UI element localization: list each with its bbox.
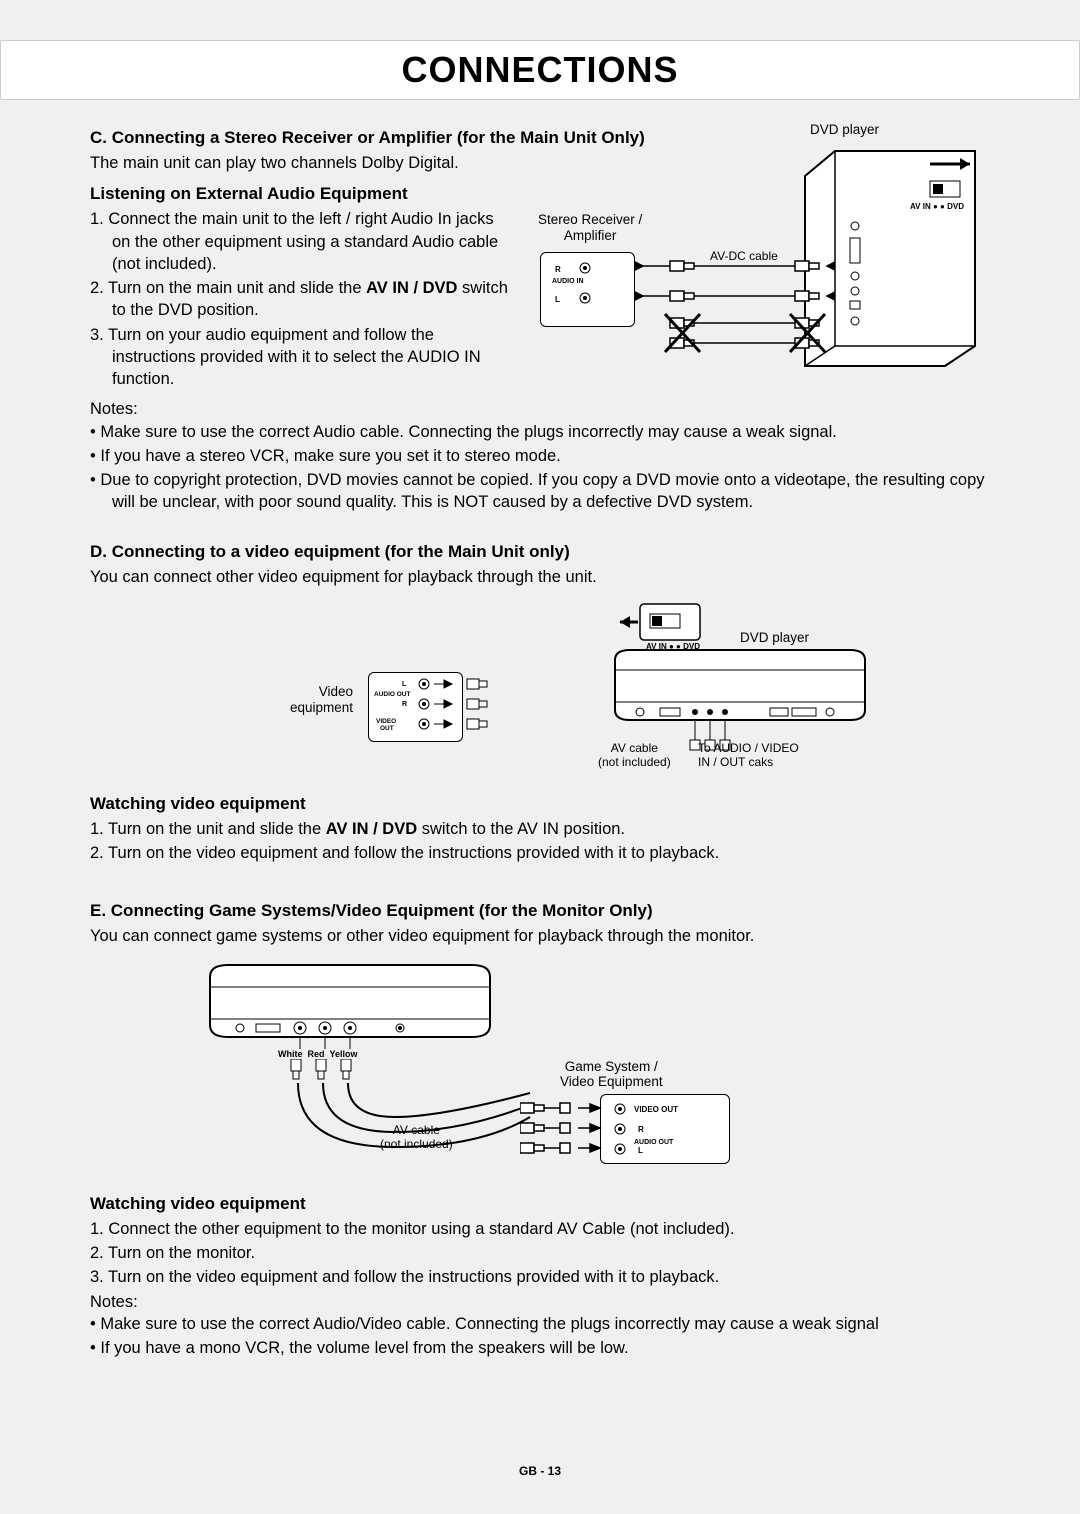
page-footer: GB - 13 — [0, 1464, 1080, 1478]
watch-head-d: Watching video equipment — [90, 794, 990, 814]
section-e-heading: E. Connecting Game Systems/Video Equipme… — [90, 901, 990, 921]
stereo-ports-icon: R L — [550, 260, 610, 320]
watch-head-e: Watching video equipment — [90, 1194, 990, 1214]
svg-text:R: R — [402, 701, 407, 708]
dvd-player-label: DVD player — [810, 122, 879, 138]
step: 1. Connect the other equipment to the mo… — [90, 1218, 990, 1240]
step: 2. Turn on the main unit and slide the A… — [90, 277, 510, 322]
av-switch-d: AV IN ● ● DVD — [646, 642, 700, 651]
note: Make sure to use the correct Audio cable… — [90, 421, 990, 443]
svg-text:L: L — [402, 681, 407, 688]
section-e-notes: Make sure to use the correct Audio/Video… — [90, 1313, 990, 1360]
page-title: CONNECTIONS — [1, 49, 1079, 91]
step: 1. Connect the main unit to the left / r… — [90, 208, 510, 275]
svg-text:R: R — [638, 1125, 644, 1134]
d-plugs — [462, 676, 522, 742]
section-d-heading: D. Connecting to a video equipment (for … — [90, 542, 990, 562]
section-d-steps: 1. Turn on the unit and slide the AV IN … — [90, 818, 990, 865]
bold-avin-d: AV IN / DVD — [326, 820, 417, 838]
notes-label-e: Notes: — [90, 1291, 990, 1313]
svg-text:R: R — [555, 265, 561, 274]
notes-label: Notes: — [90, 398, 990, 420]
step: 3. Turn on your audio equipment and foll… — [90, 324, 510, 391]
svg-text:OUT: OUT — [380, 725, 394, 732]
section-e-diagram: White Red Yellow AV cable (not included)… — [90, 959, 990, 1184]
svg-text:AUDIO OUT: AUDIO OUT — [634, 1139, 674, 1146]
dvd-top-icon — [610, 600, 870, 760]
step: 1. Turn on the unit and slide the AV IN … — [90, 818, 990, 840]
step: 2. Turn on the video equipment and follo… — [90, 842, 990, 864]
section-c-notes: Make sure to use the correct Audio cable… — [90, 421, 990, 514]
svg-text:VIDEO OUT: VIDEO OUT — [634, 1105, 678, 1114]
section-e: E. Connecting Game Systems/Video Equipme… — [90, 901, 990, 1360]
section-e-intro: You can connect game systems or other vi… — [90, 925, 990, 947]
note: If you have a mono VCR, the volume level… — [90, 1337, 990, 1359]
section-c-diagram: DVD player AV IN ● ● DVD Stereo Receiver… — [510, 122, 1000, 382]
bold-avin: AV IN / DVD — [366, 279, 457, 297]
game-plugs — [520, 1099, 610, 1161]
section-c-steps: 1. Connect the main unit to the left / r… — [90, 208, 510, 390]
section-c: C. Connecting a Stereo Receiver or Ampli… — [90, 128, 990, 514]
video-eq-ports: L AUDIO OUT R VIDEO OUT — [374, 676, 459, 738]
svg-text:AUDIO OUT: AUDIO OUT — [374, 691, 411, 698]
note: Make sure to use the correct Audio/Video… — [90, 1313, 990, 1335]
step: 2. Turn on the monitor. — [90, 1242, 990, 1264]
step: 3. Turn on the video equipment and follo… — [90, 1266, 990, 1288]
section-d-diagram: DVD player AV IN ● ● DVD AV cable (not i… — [90, 594, 990, 784]
video-eq-label: Video equipment — [290, 684, 353, 715]
av-cable-label: AV cable (not included) — [598, 742, 671, 770]
stereo-label: Stereo Receiver / Amplifier — [538, 212, 642, 243]
svg-text:VIDEO: VIDEO — [376, 718, 396, 725]
colors-e: White Red Yellow — [278, 1049, 358, 1059]
game-ports: VIDEO OUT R AUDIO OUT L — [608, 1099, 728, 1161]
page-title-bar: CONNECTIONS — [0, 40, 1080, 100]
av-cable-e: AV cable (not included) — [380, 1124, 453, 1152]
note: If you have a stereo VCR, make sure you … — [90, 445, 990, 467]
game-label: Game System / Video Equipment — [560, 1059, 663, 1090]
section-e-steps: 1. Connect the other equipment to the mo… — [90, 1218, 990, 1289]
section-d-intro: You can connect other video equipment fo… — [90, 566, 690, 588]
curved-cable — [220, 1077, 570, 1167]
av-switch-label: AV IN ● ● DVD — [910, 202, 964, 211]
to-av-label: To AUDIO / VIDEO IN / OUT caks — [698, 742, 799, 770]
section-d: D. Connecting to a video equipment (for … — [90, 542, 990, 865]
svg-text:L: L — [638, 1146, 643, 1155]
svg-text:L: L — [555, 295, 560, 304]
note: Due to copyright protection, DVD movies … — [90, 469, 990, 514]
cables-icon — [635, 252, 835, 362]
